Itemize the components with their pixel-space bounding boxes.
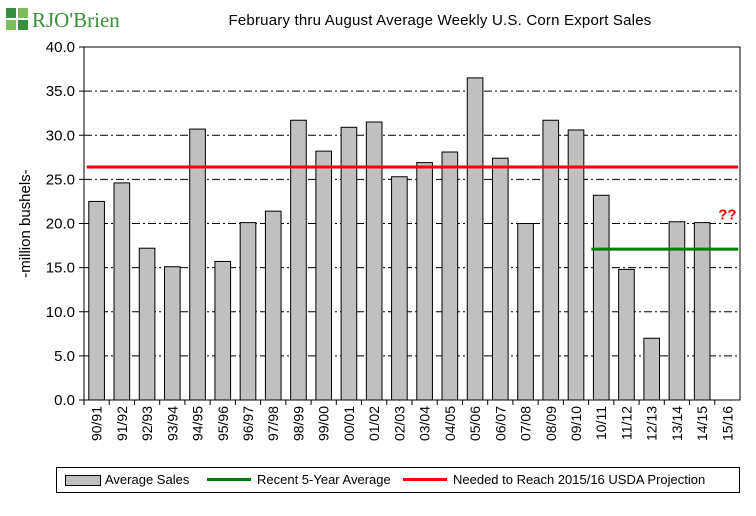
legend-swatch-red-line xyxy=(403,478,447,481)
bar-08-09 xyxy=(542,119,560,401)
x-tick-label: 99/00 xyxy=(316,406,332,441)
bar-05-06 xyxy=(466,77,484,401)
legend: Average Sales Recent 5-Year Average Need… xyxy=(56,467,740,493)
x-tick-label: 03/04 xyxy=(417,406,433,441)
x-tick-label: 10/11 xyxy=(593,406,609,440)
bar-93-94 xyxy=(163,266,181,401)
y-tick-label: 25.0 xyxy=(46,171,75,188)
y-tick-label: 40.0 xyxy=(46,39,75,56)
x-tick-label: 96/97 xyxy=(240,406,256,441)
x-tick-label: 97/98 xyxy=(265,406,281,441)
x-tick-label: 12/13 xyxy=(644,406,660,441)
annotation-question: ?? xyxy=(718,207,736,224)
bar-96-97 xyxy=(239,222,257,401)
rjo-brien-logo-icon xyxy=(6,8,28,30)
bar-98-99 xyxy=(290,119,307,401)
legend-swatch-green-line xyxy=(207,478,251,481)
x-tick-label: 09/10 xyxy=(568,406,584,441)
x-tick-label: 11/12 xyxy=(618,406,634,440)
bar-02-03 xyxy=(391,176,408,401)
legend-label-5yr-average: Recent 5-Year Average xyxy=(257,472,391,487)
y-tick-label: 30.0 xyxy=(46,127,75,144)
legend-swatch-bar xyxy=(65,475,101,486)
bar-03-04 xyxy=(416,162,433,401)
bar-01-02 xyxy=(365,121,383,401)
y-tick-label: 5.0 xyxy=(54,348,75,365)
logo: RJO'Brien xyxy=(6,6,136,34)
x-tick-label: 06/07 xyxy=(492,406,508,441)
x-tick-label: 04/05 xyxy=(442,406,458,441)
logo-text: RJO'Brien xyxy=(32,8,120,32)
bar-99-00 xyxy=(315,150,333,401)
bar-90-91 xyxy=(88,200,105,401)
y-axis-label: -million bushels- xyxy=(17,169,34,277)
bar-09-10 xyxy=(567,129,585,401)
x-tick-label: 90/91 xyxy=(89,406,105,441)
x-tick-label: 95/96 xyxy=(215,406,231,441)
bar-06-07 xyxy=(491,157,509,401)
bar-95-96 xyxy=(214,260,232,401)
y-tick-label: 20.0 xyxy=(46,216,75,233)
x-tick-label: 13/14 xyxy=(669,406,685,441)
bar-00-01 xyxy=(340,126,358,401)
y-tick-label: 35.0 xyxy=(46,83,75,100)
y-tick-label: 15.0 xyxy=(46,260,75,277)
x-tick-label: 14/15 xyxy=(694,406,710,441)
bar-91-92 xyxy=(113,182,131,401)
bar-04-05 xyxy=(441,151,459,401)
x-tick-label: 93/94 xyxy=(164,406,180,441)
x-tick-label: 98/99 xyxy=(290,406,306,441)
bar-10-11 xyxy=(592,194,610,401)
bar-11-12 xyxy=(618,268,635,401)
legend-label-average-sales: Average Sales xyxy=(105,472,190,487)
y-tick-label: 0.0 xyxy=(54,392,75,409)
bar-13-14 xyxy=(668,221,686,401)
bar-92-93 xyxy=(138,247,156,401)
x-tick-label: 05/06 xyxy=(467,406,483,441)
x-tick-label: 15/16 xyxy=(719,406,735,441)
bar-94-95 xyxy=(189,128,206,401)
y-tick-label: 10.0 xyxy=(46,304,75,321)
x-tick-label: 00/01 xyxy=(341,406,357,441)
x-tick-label: 08/09 xyxy=(543,406,559,441)
bar-14-15 xyxy=(693,222,711,401)
legend-label-needed: Needed to Reach 2015/16 USDA Projection xyxy=(453,472,706,487)
x-tick-label: 91/92 xyxy=(114,406,130,441)
chart-title: February thru August Average Weekly U.S.… xyxy=(228,12,652,29)
x-tick-label: 92/93 xyxy=(139,406,155,441)
bar-07-08 xyxy=(517,223,534,401)
x-tick-label: 02/03 xyxy=(391,406,407,441)
bar-12-13 xyxy=(643,337,661,401)
x-tick-label: 07/08 xyxy=(518,406,534,441)
x-tick-label: 01/02 xyxy=(366,406,382,441)
bar-97-98 xyxy=(264,210,282,401)
x-tick-label: 94/95 xyxy=(190,406,206,441)
